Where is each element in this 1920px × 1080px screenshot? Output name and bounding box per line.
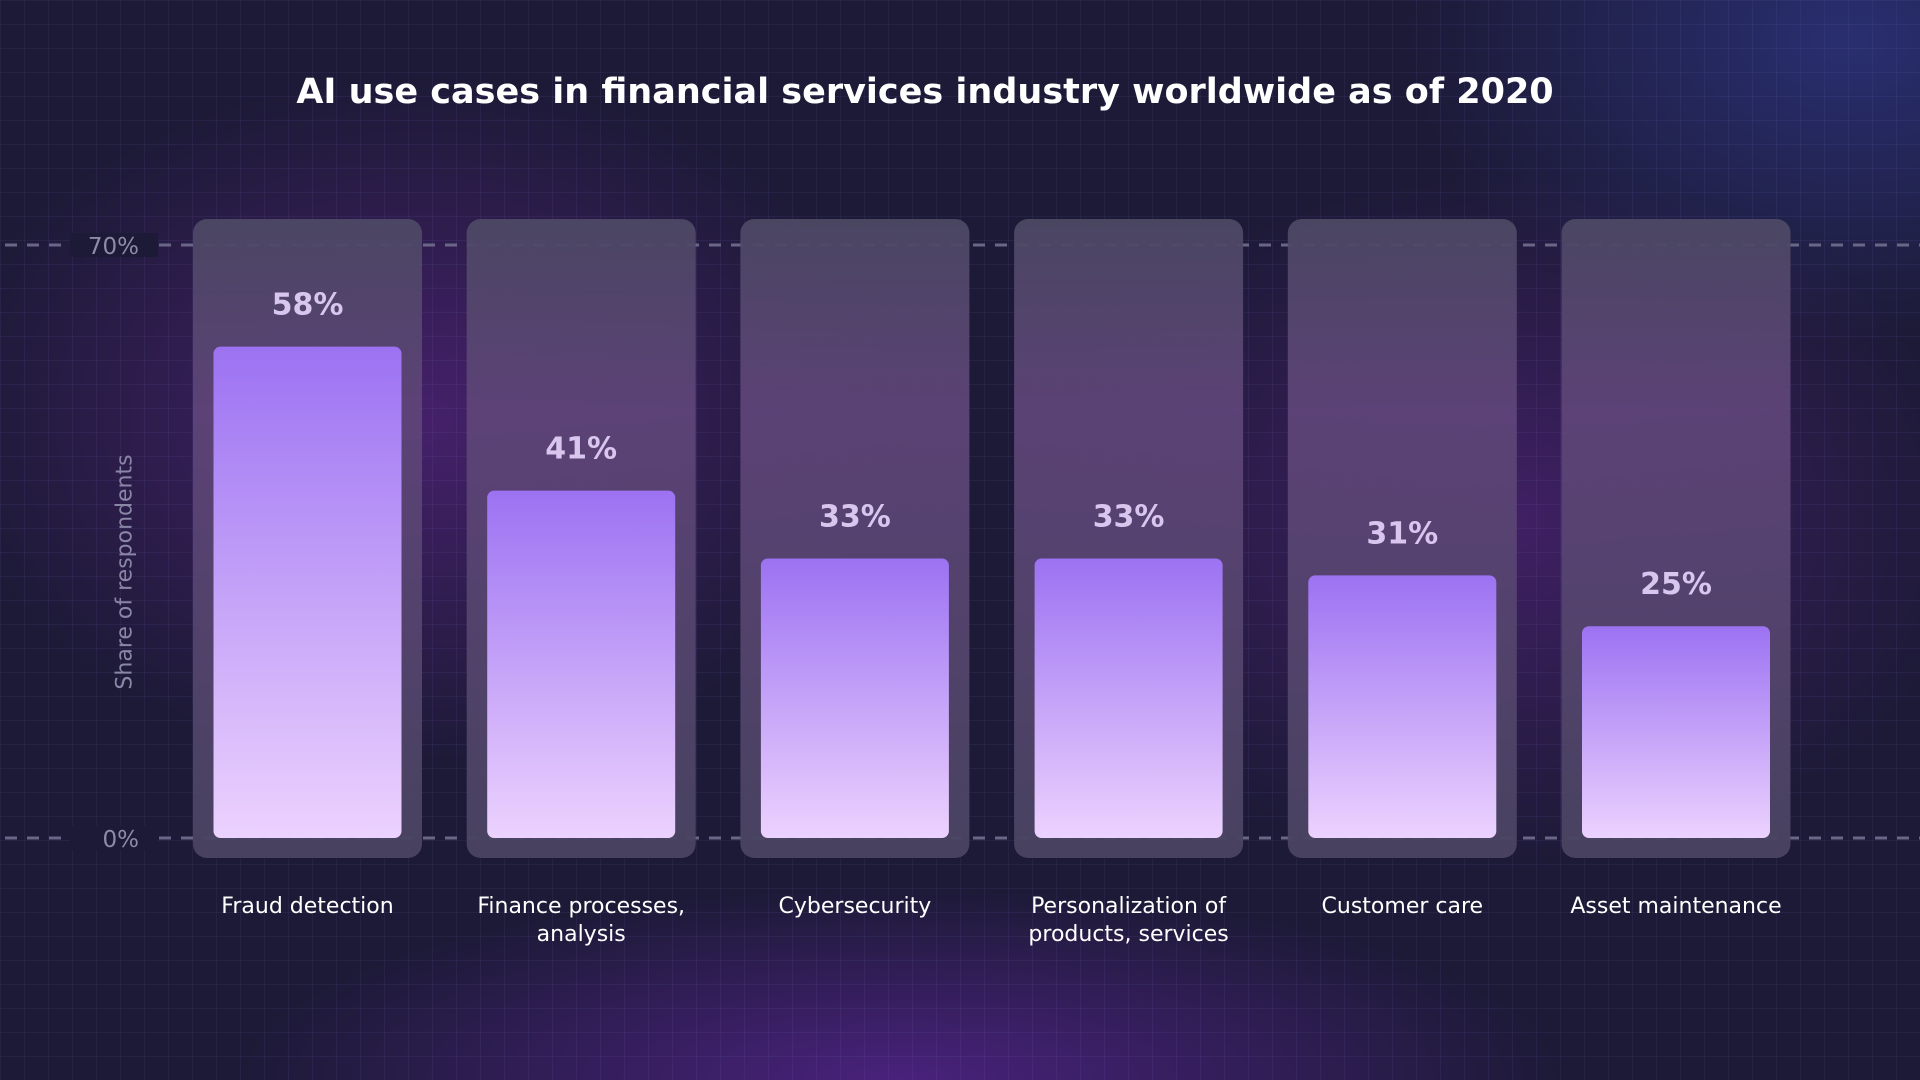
data-label: 33% [819,499,891,534]
bar [1308,575,1497,838]
data-label: 41% [545,432,617,467]
tick-label-bg [70,826,158,850]
x-tick-label: Personalization of [1031,894,1227,919]
chart-title: AI use cases in financial services indus… [296,72,1554,112]
bar [1582,626,1770,838]
bar [213,346,402,838]
bar [487,490,676,838]
x-tick-label: Cybersecurity [779,894,932,919]
data-label: 31% [1366,516,1438,551]
x-tick-label: Finance processes, [477,894,685,919]
x-tick-label: Asset maintenance [1570,894,1781,919]
x-tick-label: products, services [1028,922,1228,947]
tick-label-bg [70,233,158,257]
data-label: 25% [1640,567,1712,602]
data-label: 58% [272,288,344,323]
x-tick-label: Fraud detection [221,894,393,919]
x-tick-label: Customer care [1322,894,1484,919]
y-tick-label: 70% [88,234,139,260]
x-tick-label: analysis [537,922,626,947]
bar [1034,558,1223,838]
bar [760,558,949,838]
data-label: 33% [1093,499,1165,534]
y-tick-label: 0% [103,827,140,853]
